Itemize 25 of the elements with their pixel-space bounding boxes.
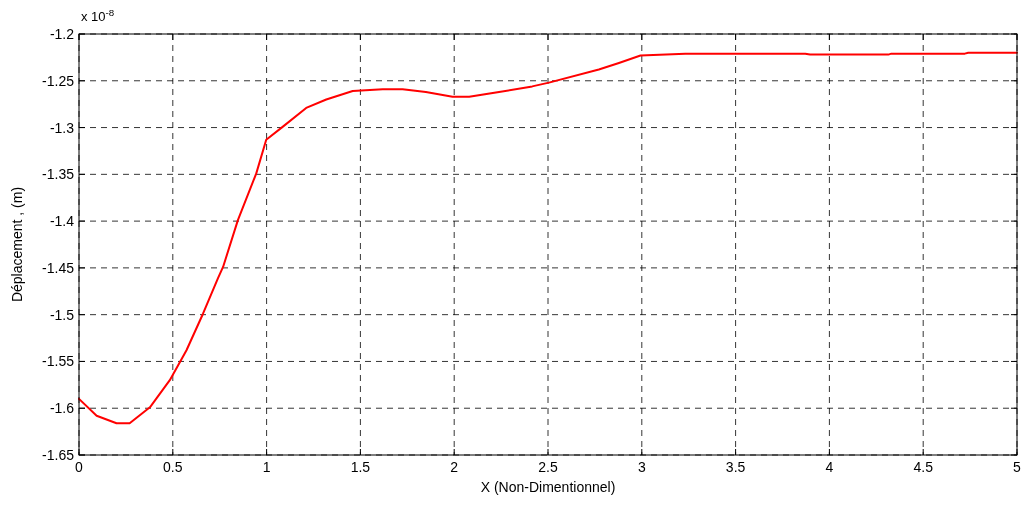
- x-tick-label: 1: [262, 459, 271, 475]
- y-tick-label: -1.5: [49, 306, 75, 323]
- y-tick-label: -1.25: [42, 72, 75, 89]
- y-tick-label: -1.6: [49, 400, 75, 417]
- y-tick-label: -1.45: [42, 259, 75, 276]
- x-tick-label: 2: [450, 459, 459, 475]
- line-series: [78, 51, 1018, 425]
- x-tick-label: 4: [825, 459, 834, 475]
- y-tick-label: -1.65: [42, 447, 75, 463]
- x-tick-label: 2.5: [538, 459, 558, 475]
- y-tick-label: -1.55: [42, 353, 75, 370]
- y-tick-label: -1.4: [49, 213, 75, 230]
- x-tick-label: 4.5: [913, 459, 934, 475]
- y-tick-label: -1.35: [42, 166, 75, 183]
- y-tick-label: -1.3: [49, 119, 75, 136]
- x-tick-label: 5: [1013, 459, 1022, 475]
- x-tick-label: 3: [637, 459, 646, 475]
- y-axis-title: Déplacement , (m): [9, 186, 25, 303]
- x-tick-label: 3.5: [725, 459, 746, 475]
- y-tick-label: -1.2: [49, 26, 75, 42]
- text: x 10$^{-8}$: [81, 6, 115, 24]
- x-tick-label: 0.5: [163, 459, 183, 475]
- x-tick-label: 0: [75, 459, 84, 475]
- x-tick-label: 1.5: [350, 459, 371, 475]
- x-axis-title: X (Non-Dimentionnel): [480, 479, 616, 495]
